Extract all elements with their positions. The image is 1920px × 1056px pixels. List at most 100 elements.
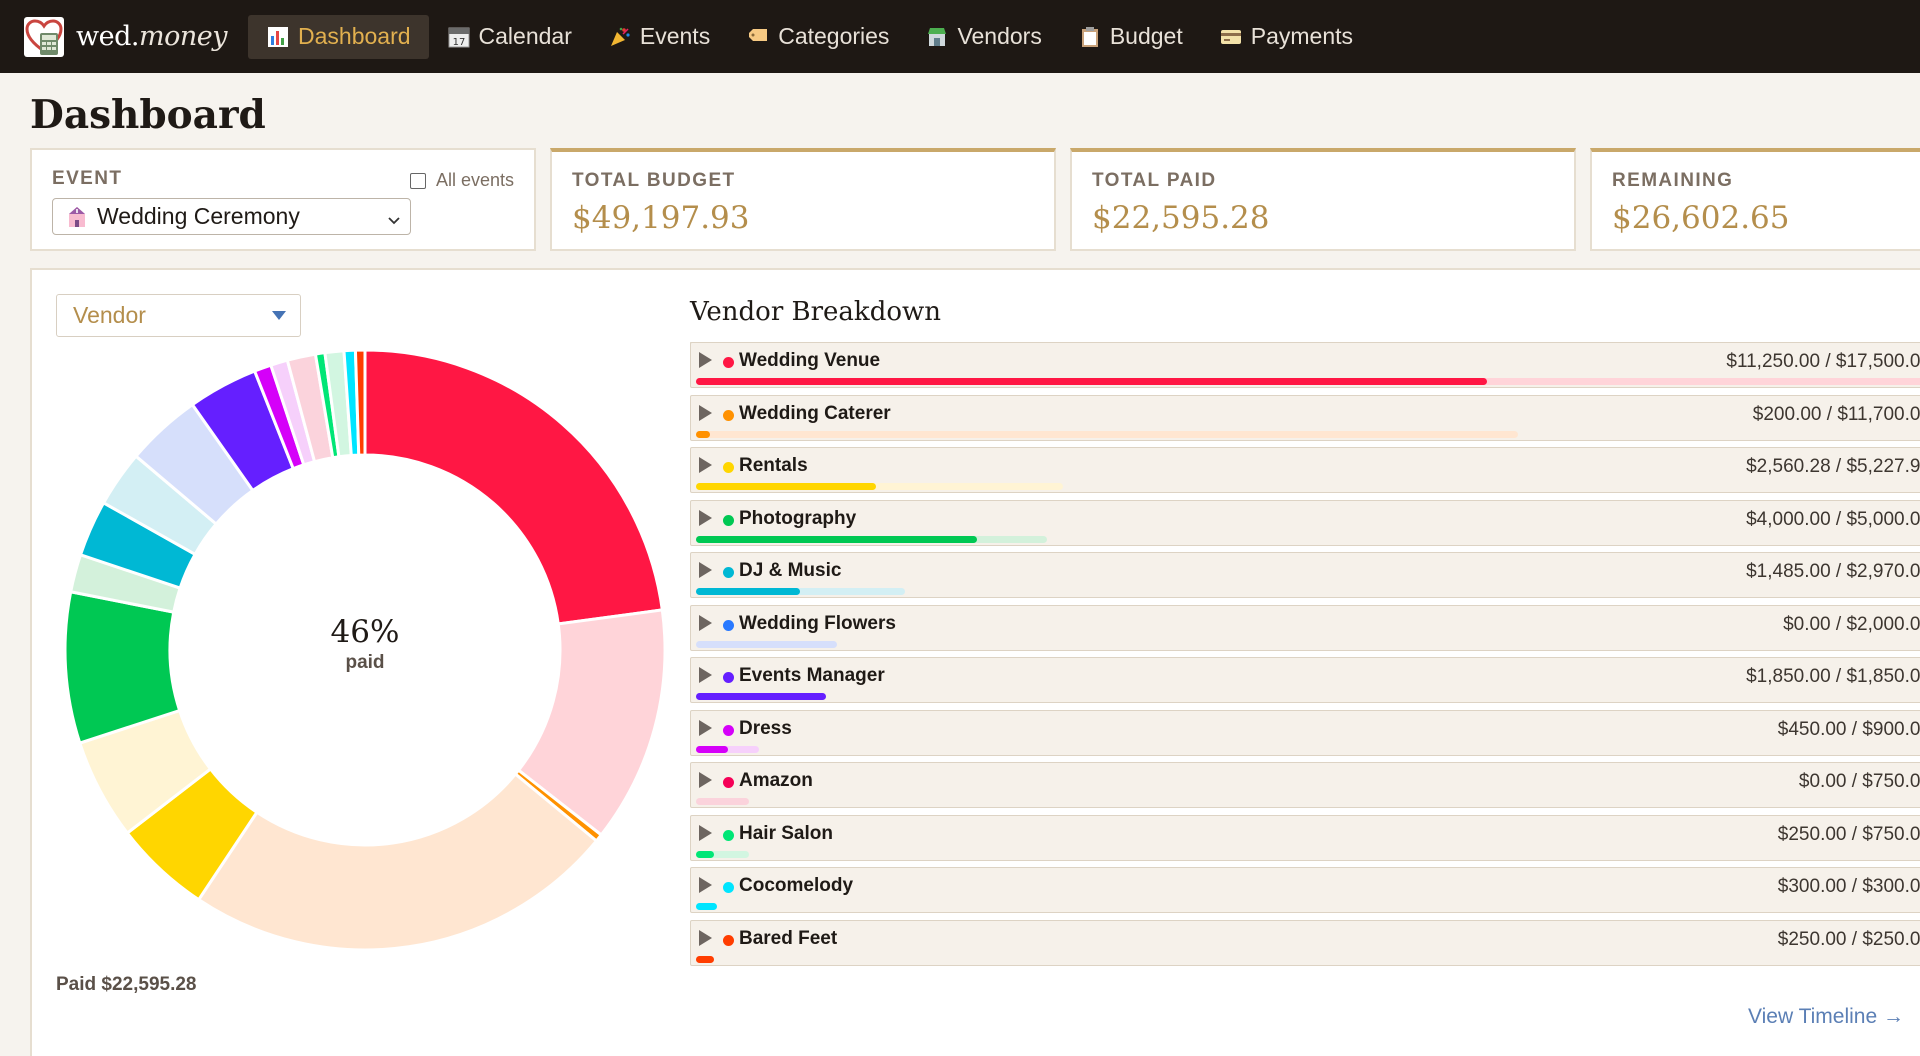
donut-slice-paid[interactable] (363, 350, 664, 626)
nav-events-label: Events (639, 23, 711, 49)
vendor-row[interactable]: Photography $4,000.00 / $5,000.00 (690, 499, 1920, 546)
expand-triangle-icon[interactable] (699, 562, 712, 578)
vendor-row[interactable]: Dress $450.00 / $900.00 (690, 709, 1920, 756)
all-events-label: All events (435, 170, 514, 190)
donut-center-percent: 46% (331, 614, 400, 650)
vendor-name: Photography (739, 507, 857, 529)
svg-text:17: 17 (452, 37, 465, 48)
vendor-name: DJ & Music (739, 560, 842, 581)
vendor-name: Events Manager (739, 665, 885, 686)
vendor-color-dot (723, 777, 734, 788)
nav-events[interactable]: Events (590, 15, 728, 59)
vendor-amount: $1,850.00 / $1,850.00 (1746, 666, 1920, 687)
expand-triangle-icon[interactable] (699, 509, 712, 526)
nav-vendors-label: Vendors (957, 23, 1042, 49)
nav-calendar[interactable]: 17 Calendar (429, 15, 590, 59)
vendor-amount: $1,485.00 / $2,970.00 (1746, 561, 1920, 582)
expand-triangle-icon[interactable] (699, 667, 712, 683)
vendor-budget-bar (696, 430, 1518, 438)
expand-triangle-icon[interactable] (699, 824, 712, 841)
vendor-name: Wedding Flowers (739, 612, 896, 634)
vendor-paid-bar (696, 588, 800, 595)
all-events-toggle[interactable]: All events (409, 170, 514, 191)
remaining-label: REMAINING (1612, 170, 1734, 191)
vendor-color-dot (723, 567, 734, 578)
expand-triangle-icon[interactable] (699, 614, 712, 631)
vendor-name: Wedding Venue (739, 350, 881, 371)
total-budget-card: TOTAL BUDGET $49,197.93 (550, 148, 1056, 251)
nav-dashboard[interactable]: Dashboard (248, 14, 429, 59)
vendor-color-dot (723, 672, 734, 683)
expand-triangle-icon[interactable] (699, 404, 712, 421)
nav-budget-label: Budget (1109, 23, 1183, 49)
vendor-paid-bar (696, 430, 710, 438)
nav-calendar-label: Calendar (478, 23, 572, 49)
expand-triangle-icon[interactable] (699, 719, 712, 736)
expand-triangle-icon[interactable] (699, 877, 712, 893)
vendor-amount: $250.00 / $750.00 (1777, 823, 1920, 845)
nav-categories-label: Categories (778, 23, 890, 49)
remaining-card: REMAINING $26,602.65 (1590, 148, 1920, 251)
vendor-name: Amazon (739, 770, 813, 791)
vendor-name: Dress (739, 717, 792, 739)
vendor-budget-bar (696, 588, 905, 595)
donut-center-label: paid (345, 652, 384, 673)
vendor-color-dot (723, 724, 734, 736)
vendor-amount: $4,000.00 / $5,000.00 (1746, 508, 1920, 530)
vendor-row[interactable]: Bared Feet $250.00 / $250.00 (690, 919, 1920, 966)
expand-triangle-icon[interactable] (699, 457, 712, 473)
vendor-row[interactable]: Cocomelody $300.00 / $300.00 (690, 867, 1920, 913)
vendor-paid-bar (696, 903, 717, 910)
nav-dashboard-label: Dashboard (298, 23, 411, 49)
vendor-color-dot (723, 619, 734, 631)
clipboard-icon (1078, 25, 1102, 49)
vendor-amount: $11,250.00 / $17,500.00 (1726, 351, 1920, 372)
breakdown-title: Vendor Breakdown (690, 297, 941, 327)
vendor-row[interactable]: Wedding Caterer $200.00 / $11,700.00 (690, 394, 1920, 441)
donut-slice-unpaid[interactable] (196, 771, 599, 950)
vendor-row[interactable]: Hair Salon $250.00 / $750.00 (690, 814, 1920, 861)
event-select[interactable]: Wedding Ceremony (52, 198, 411, 235)
nav-budget[interactable]: Budget (1060, 15, 1201, 59)
vendor-color-dot (723, 357, 734, 368)
nav-vendors[interactable]: Vendors (907, 15, 1059, 59)
top-nav: wed.money Dashboard 17 Calendar Events C… (0, 0, 1920, 73)
vendor-color-dot (723, 514, 734, 526)
vendor-color-dot (723, 462, 734, 473)
vendor-budget-bar (696, 850, 749, 858)
vendor-paid-bar (696, 535, 977, 543)
donut-slice-paid[interactable] (353, 350, 367, 457)
calendar-icon: 17 (447, 25, 471, 49)
expand-triangle-icon[interactable] (699, 929, 712, 946)
bar-chart-icon (266, 25, 290, 49)
vendor-row[interactable]: Wedding Venue $11,250.00 / $17,500.00 (690, 342, 1920, 388)
vendor-paid-bar (696, 850, 714, 858)
vendor-name: Cocomelody (739, 875, 854, 896)
paid-total-note: Paid $22,595.28 (56, 974, 197, 995)
vendor-row[interactable]: Wedding Flowers $0.00 / $2,000.00 (690, 604, 1920, 651)
group-by-select[interactable]: Vendor (56, 294, 301, 337)
vendor-amount: $0.00 / $2,000.00 (1783, 613, 1920, 635)
brand[interactable]: wed.money (22, 15, 232, 59)
expand-triangle-icon[interactable] (699, 352, 712, 368)
vendor-row[interactable]: Amazon $0.00 / $750.00 (690, 762, 1920, 808)
vendor-amount: $2,560.28 / $5,227.93 (1746, 456, 1920, 477)
chapel-icon (65, 205, 89, 229)
vendor-row[interactable]: Events Manager $1,850.00 / $1,850.00 (690, 657, 1920, 703)
view-timeline-link[interactable]: View Timeline → (1748, 1005, 1905, 1028)
vendor-paid-bar (696, 745, 728, 753)
brand-name: wed.money (76, 21, 227, 52)
event-label: EVENT (52, 168, 123, 189)
expand-triangle-icon[interactable] (699, 772, 712, 788)
all-events-checkbox[interactable] (409, 172, 426, 189)
nav-categories[interactable]: Categories (728, 15, 907, 59)
vendor-row[interactable]: DJ & Music $1,485.00 / $2,970.00 (690, 552, 1920, 598)
vendor-amount: $0.00 / $750.00 (1798, 771, 1920, 792)
nav-payments-label: Payments (1250, 23, 1354, 49)
vendor-budget-bar (696, 483, 1063, 490)
party-popper-icon (608, 25, 632, 49)
vendor-row[interactable]: Rentals $2,560.28 / $5,227.93 (690, 447, 1920, 493)
nav-payments[interactable]: Payments (1201, 15, 1371, 59)
vendor-paid-bar (696, 955, 714, 963)
vendor-name: Bared Feet (739, 927, 838, 949)
